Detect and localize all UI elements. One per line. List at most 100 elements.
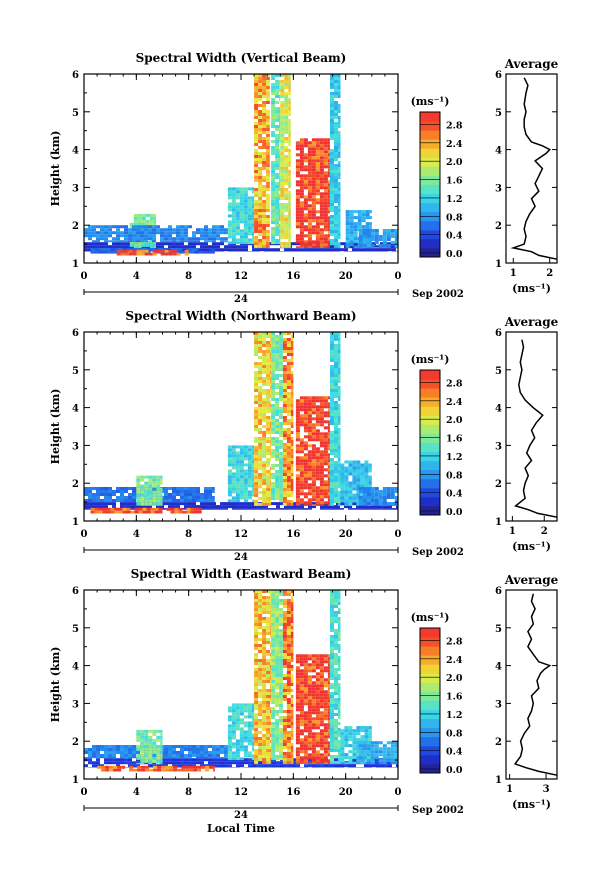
panel0-heatmap-cell-6 [254,80,259,83]
panel0-heatmap-cell-6 [262,245,267,248]
panel1-heatmap-cell-7 [286,371,291,374]
panel1-heatmap-cell-6 [275,398,280,401]
panel0-heatmap-cell-6 [258,125,263,128]
panel1-heatmap-cell-1 [194,510,199,514]
panel2-heatmap-cell-0 [380,764,384,768]
panel0-heatmap-cell-6 [266,98,270,101]
panel0-heatmap-cell-4 [164,240,168,243]
panel2-heatmap-cell-5 [270,656,272,659]
panel0-heatmap-cell-9 [327,171,330,175]
panel1-heatmap-cell-8 [295,411,300,415]
panel0-heatmap-cell-4 [112,231,116,235]
panel1-heatmap-cell-2 [212,490,215,493]
panel1-heatmap-cell-6 [271,377,276,380]
panel0-heatmap-cell-2 [168,252,173,256]
panel0-heatmap-cell-8 [284,197,289,200]
panel0-heatmap-cell-12 [358,244,363,247]
panel1-heatmap-cell-6 [275,392,280,395]
panel0-heatmap-cell-10 [338,80,341,83]
panel0-heatmap-cell-7 [271,194,276,197]
panel0-heatmap-cell-4 [216,237,220,241]
panel0-heatmap-cell-9 [295,198,300,202]
panel1-heatmap-cell-9 [338,344,341,347]
panel0-heatmap-cell-7 [271,221,276,224]
panel1-heatmap-cell-8 [295,432,300,436]
panel2-heatmap-cell-5 [258,749,263,752]
panel0-heatmap-cell-9 [311,231,316,235]
panel0-heatmap-cell-6 [266,74,270,77]
panel1-heatmap-cell-6 [279,497,283,500]
panel1-heatmap-cell-9 [338,380,341,383]
panel1-heatmap-cell-5 [262,335,267,338]
panel1-heatmap-cell-4 [235,463,240,467]
panel0-heatmap-cell-2 [172,249,177,253]
panel1-heatmap-cell-10 [344,469,349,473]
panel0-heatmap-cell-12 [394,244,399,247]
panel0-heatmap-cell-7 [275,212,280,215]
panel2-heatmap-cell-2 [132,751,136,754]
panel1-heatmap-cell-8 [295,402,300,406]
panel1-heatmap-cell-10 [348,484,353,488]
panel1-heatmap-cell-4 [231,484,236,488]
panel0-heatmap-cell-4 [128,234,132,238]
panel0-heatmap-cell-8 [280,170,285,173]
panel2-heatmap-cell-2 [168,754,172,757]
panel0-heatmap-cell-8 [280,134,285,137]
panel0-heatmap-cell-6 [266,209,270,212]
panel1-heatmap-cell-6 [271,428,276,431]
panel2-heatmap-cell-3 [156,747,161,751]
panel0-heatmap-cell-10 [334,236,338,239]
panel2-heatmap-cell-5 [254,761,259,764]
panel1-heatmap-cell-8 [311,435,316,439]
panel0-heatmap-cell-4 [152,225,156,229]
panel0-heatmap-cell-4 [216,234,220,238]
panel1-heatmap-cell-2 [108,487,112,490]
panel0-heatmap-cell-0 [232,245,236,249]
panel2-heatmap-cell-5 [258,626,263,629]
panel1-heatmap-cell-6 [271,473,276,476]
panel0-heatmap-cell-6 [254,191,259,194]
panel1-x-tick-label: 12 [234,529,248,540]
panel2-heatmap-cell-5 [262,617,267,620]
panel1-heatmap-cell-11 [370,496,375,499]
panel1-heatmap-cell-5 [266,446,271,449]
panel0-heatmap-cell-9 [307,216,312,220]
panel0-heatmap-cell-0 [376,248,380,252]
panel0-heatmap-cell-0 [120,242,124,246]
panel1-x-tick-label: 16 [286,529,300,540]
panel1-heatmap-cell-7 [286,437,291,440]
panel2-heatmap-cell-6 [271,692,276,695]
panel1-heatmap-cell-0 [384,505,388,509]
panel1-heatmap-cell-7 [282,410,287,413]
panel2-heatmap-cell-3 [152,750,157,754]
panel0-heatmap-cell-6 [254,176,259,179]
panel1-heatmap-cell-2 [132,493,136,496]
panel1-heatmap-cell-9 [334,404,338,407]
panel2-heatmap-cell-2 [104,751,108,754]
panel0-heatmap-cell-10 [334,74,338,77]
panel0-heatmap-cell-7 [275,137,280,140]
panel2-heatmap-cell-3 [144,759,149,763]
panel1-heatmap-cell-2 [180,490,184,493]
panel1-heatmap-cell-2 [172,499,176,502]
panel1-heatmap-cell-7 [282,392,287,395]
panel0-heatmap-cell-5 [251,196,255,200]
panel2-heatmap-cell-2 [164,754,168,757]
panel2-heatmap-cell-3 [148,747,153,751]
panel0-heatmap-cell-9 [327,228,330,232]
panel1-heatmap-cell-8 [299,444,304,448]
panel0-heatmap-cell-6 [254,137,259,140]
panel1-heatmap-cell-9 [334,485,338,488]
panel0-heatmap-cell-8 [280,191,285,194]
panel1-heatmap-cell-5 [270,497,272,500]
panel0-average-y-tick-label: 2 [495,221,502,232]
panel0-heatmap-cell-8 [288,221,291,224]
panel1-heatmap-cell-2 [92,493,96,496]
panel1-heatmap-cell-8 [299,486,304,490]
panel1-heatmap-cell-3 [148,499,153,503]
panel0-heatmap-cell-2 [132,249,137,253]
panel0-heatmap-cell-8 [284,116,289,119]
panel0-colorbar-segment [420,184,440,194]
panel1-heatmap-cell-5 [266,464,271,467]
panel0-heatmap-cell-4 [108,228,112,232]
